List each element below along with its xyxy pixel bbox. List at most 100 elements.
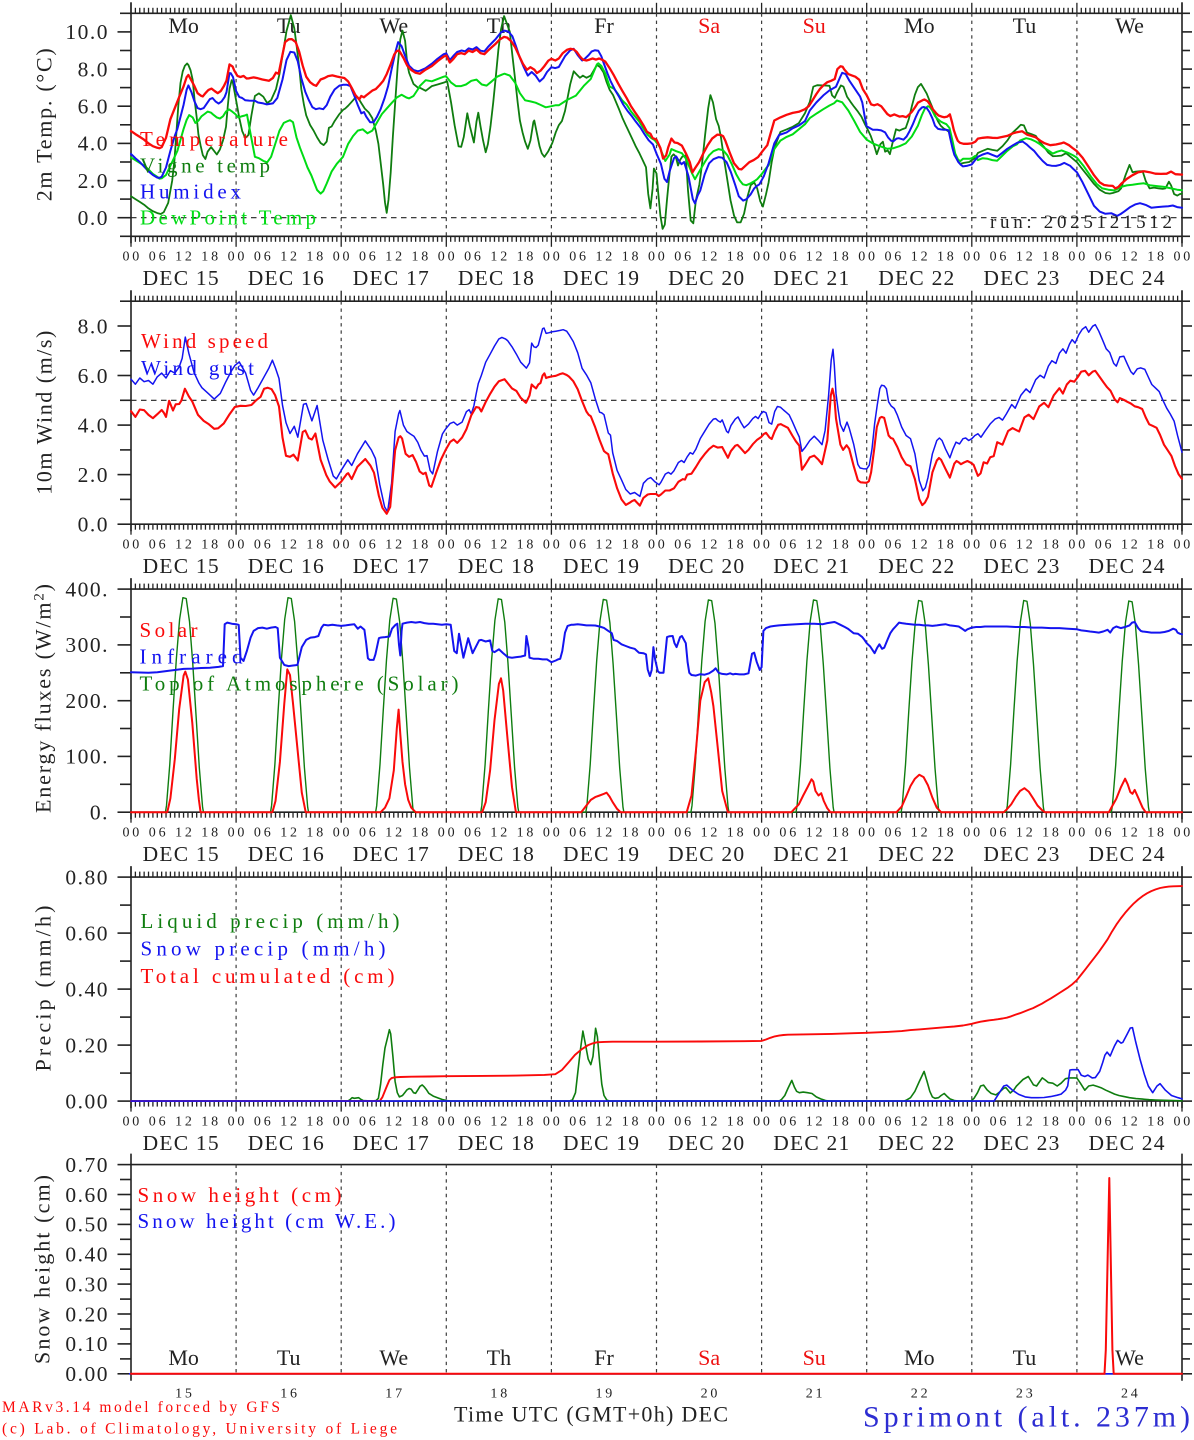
svg-text:16: 16 [280, 1387, 300, 1402]
svg-text:06: 06 [569, 826, 589, 841]
svg-text:200.: 200. [65, 689, 109, 713]
svg-text:Liquid precip (mm/h): Liquid precip (mm/h) [141, 909, 400, 933]
svg-text:Mo: Mo [904, 13, 935, 38]
svg-text:00: 00 [438, 250, 458, 265]
svg-text:18: 18 [1042, 250, 1062, 265]
svg-text:06: 06 [779, 250, 799, 265]
svg-text:18: 18 [1042, 1114, 1062, 1129]
svg-text:DEC 21: DEC 21 [773, 1131, 849, 1155]
svg-text:12: 12 [385, 538, 405, 553]
svg-text:18: 18 [490, 1387, 510, 1402]
svg-text:DEC 19: DEC 19 [563, 266, 639, 290]
svg-text:12: 12 [385, 1114, 405, 1129]
svg-text:0.30: 0.30 [65, 1272, 109, 1296]
svg-text:18: 18 [622, 826, 642, 841]
svg-text:Mo: Mo [168, 13, 199, 38]
svg-text:18: 18 [937, 1114, 957, 1129]
svg-text:DEC 24: DEC 24 [1089, 266, 1165, 290]
svg-text:18: 18 [411, 1114, 431, 1129]
svg-text:23: 23 [1016, 1387, 1036, 1402]
svg-text:12: 12 [806, 1114, 826, 1129]
svg-text:00: 00 [122, 1114, 142, 1129]
svg-text:0.0: 0.0 [78, 513, 109, 537]
svg-text:12: 12 [490, 538, 510, 553]
svg-text:12: 12 [175, 538, 195, 553]
svg-text:0.20: 0.20 [65, 1302, 109, 1326]
svg-text:18: 18 [1147, 538, 1167, 553]
svg-text:18: 18 [1147, 1114, 1167, 1129]
svg-text:DEC 19: DEC 19 [563, 842, 639, 866]
svg-text:00: 00 [543, 826, 563, 841]
svg-text:18: 18 [832, 826, 852, 841]
svg-text:DEC 16: DEC 16 [248, 266, 324, 290]
svg-text:0.0: 0.0 [78, 206, 109, 230]
svg-text:12: 12 [595, 250, 615, 265]
svg-text:DEC 19: DEC 19 [563, 554, 639, 578]
svg-text:We: We [1115, 13, 1144, 38]
svg-text:12: 12 [175, 1114, 195, 1129]
svg-text:DEC 19: DEC 19 [563, 1131, 639, 1155]
svg-text:DEC 18: DEC 18 [458, 266, 534, 290]
svg-text:12: 12 [911, 1114, 931, 1129]
svg-text:00: 00 [122, 826, 142, 841]
svg-text:0.10: 0.10 [65, 1332, 109, 1356]
svg-text:DEC 24: DEC 24 [1089, 554, 1165, 578]
svg-text:00: 00 [648, 826, 668, 841]
svg-text:00: 00 [228, 250, 248, 265]
svg-text:00: 00 [333, 538, 353, 553]
svg-text:DEC 23: DEC 23 [983, 842, 1059, 866]
svg-text:DEC 20: DEC 20 [668, 266, 744, 290]
svg-text:00: 00 [858, 826, 878, 841]
svg-text:00: 00 [228, 826, 248, 841]
svg-text:18: 18 [832, 538, 852, 553]
svg-text:00: 00 [1068, 826, 1088, 841]
svg-text:12: 12 [806, 826, 826, 841]
svg-text:06: 06 [1095, 1114, 1115, 1129]
svg-text:00: 00 [1173, 1114, 1193, 1129]
svg-text:12: 12 [490, 826, 510, 841]
svg-text:18: 18 [937, 250, 957, 265]
svg-text:12: 12 [701, 1114, 721, 1129]
svg-text:06: 06 [149, 250, 169, 265]
svg-text:06: 06 [884, 1114, 904, 1129]
svg-text:12: 12 [911, 538, 931, 553]
svg-text:DEC 24: DEC 24 [1089, 842, 1165, 866]
svg-text:DEC 17: DEC 17 [353, 554, 429, 578]
svg-text:18: 18 [832, 250, 852, 265]
svg-text:00: 00 [1068, 1114, 1088, 1129]
svg-text:8.0: 8.0 [78, 314, 109, 338]
svg-text:06: 06 [149, 826, 169, 841]
svg-text:DEC 18: DEC 18 [458, 842, 534, 866]
svg-text:00: 00 [753, 826, 773, 841]
svg-text:00: 00 [1173, 826, 1193, 841]
svg-text:6.0: 6.0 [78, 364, 109, 388]
svg-text:00: 00 [333, 826, 353, 841]
svg-text:06: 06 [990, 538, 1010, 553]
svg-text:06: 06 [990, 1114, 1010, 1129]
svg-text:Tu: Tu [1013, 13, 1037, 38]
svg-text:DEC 23: DEC 23 [983, 554, 1059, 578]
svg-text:06: 06 [779, 826, 799, 841]
svg-text:18: 18 [201, 826, 221, 841]
svg-text:Tu: Tu [1013, 1345, 1037, 1370]
svg-text:18: 18 [727, 250, 747, 265]
svg-text:12: 12 [385, 826, 405, 841]
svg-text:18: 18 [1042, 538, 1062, 553]
svg-text:DEC 17: DEC 17 [353, 842, 429, 866]
svg-text:DEC 17: DEC 17 [353, 266, 429, 290]
svg-text:DEC 21: DEC 21 [773, 842, 849, 866]
svg-text:00: 00 [753, 1114, 773, 1129]
svg-text:DEC 22: DEC 22 [878, 842, 954, 866]
svg-text:Energy fluxes (W/m2): Energy fluxes (W/m2) [31, 584, 56, 813]
svg-text:06: 06 [779, 1114, 799, 1129]
svg-text:12: 12 [911, 826, 931, 841]
svg-text:00: 00 [228, 538, 248, 553]
svg-text:12: 12 [1121, 1114, 1141, 1129]
svg-text:00: 00 [858, 538, 878, 553]
svg-text:12: 12 [280, 1114, 300, 1129]
svg-text:18: 18 [937, 538, 957, 553]
svg-text:18: 18 [937, 826, 957, 841]
svg-text:0.70: 0.70 [65, 1153, 109, 1177]
svg-text:Infrared: Infrared [140, 645, 244, 669]
svg-text:20: 20 [701, 1387, 721, 1402]
